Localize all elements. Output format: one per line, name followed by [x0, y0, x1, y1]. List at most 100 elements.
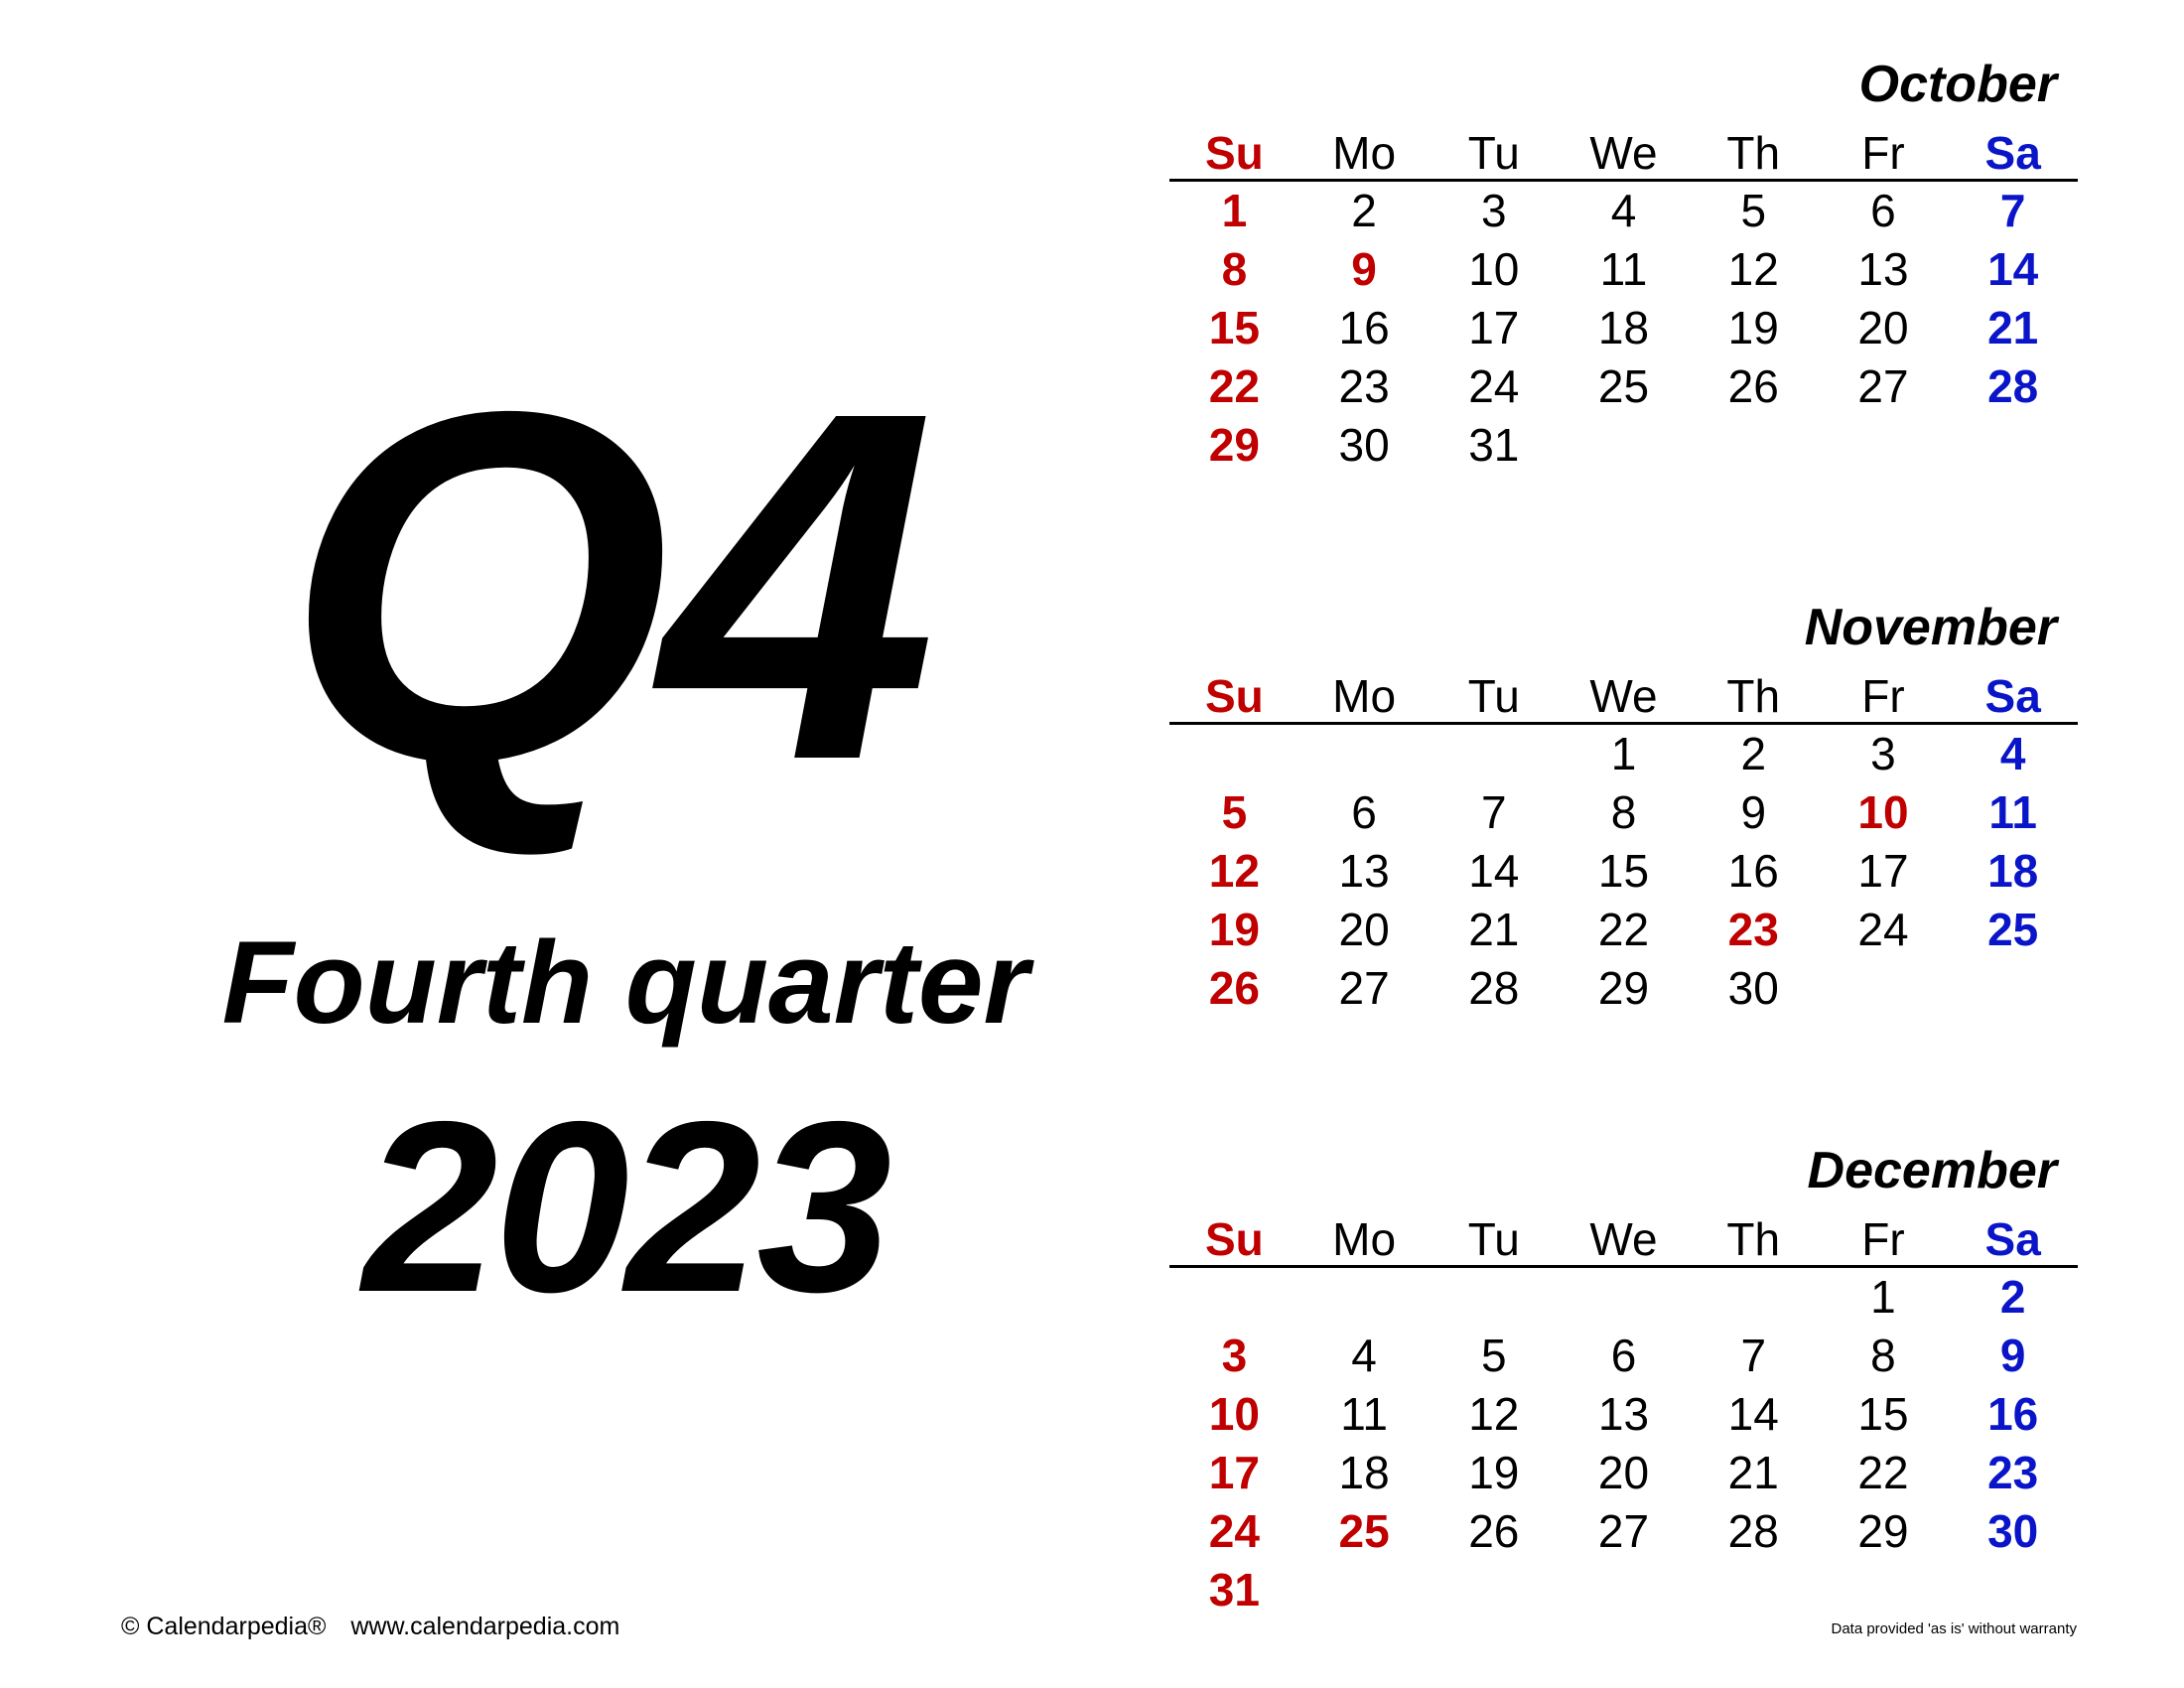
footer-credits: © Calendarpedia® www.calendarpedia.com — [121, 1613, 637, 1641]
day-cell: 15 — [1597, 845, 1650, 897]
day-cell: 28 — [1987, 360, 2039, 412]
weekday-label: Sa — [1984, 127, 2041, 179]
day-cell: 17 — [1857, 845, 1909, 897]
day-cell: 23 — [1727, 904, 1779, 955]
day-cell: 1 — [1610, 728, 1637, 779]
day-cell: 20 — [1597, 1447, 1650, 1498]
day-cell: 18 — [1338, 1447, 1390, 1498]
day-cell: 6 — [1610, 1330, 1637, 1381]
day-cell: 4 — [1999, 728, 2026, 779]
empty-day-cell — [1948, 1561, 2078, 1619]
day-cell: 10 — [1468, 243, 1520, 295]
week-row: 5 6 7 8 9 10 11 — [1169, 783, 2078, 842]
week-row: 15 16 17 18 19 20 21 — [1169, 299, 2078, 357]
empty-day-cell — [1819, 416, 1949, 475]
day-cell: 24 — [1857, 904, 1909, 955]
weekday-label: Fr — [1861, 1213, 1905, 1265]
day-cell: 14 — [1987, 243, 2039, 295]
day-cell: 27 — [1857, 360, 1909, 412]
day-cell: 14 — [1727, 1388, 1779, 1440]
day-cell: 3 — [1221, 1330, 1248, 1381]
day-cell: 11 — [1340, 1388, 1388, 1440]
day-cell: 13 — [1338, 845, 1390, 897]
day-cell: 11 — [1988, 786, 2037, 838]
website-link[interactable]: www.calendarpedia.com — [350, 1613, 620, 1640]
month-title: October — [1858, 56, 2057, 113]
day-cell: 12 — [1208, 845, 1260, 897]
day-cell: 5 — [1481, 1330, 1507, 1381]
day-cell: 31 — [1468, 419, 1520, 471]
month-december: December Su Mo Tu We Th Fr Sa 1 2 3 4 5 6 7 8 9 10 11 12 13 1… — [1169, 1131, 2078, 1619]
day-cell: 9 — [1999, 1330, 2026, 1381]
weekday-label: We — [1589, 127, 1658, 179]
weekday-label: Tu — [1467, 1213, 1520, 1265]
weekday-label: Mo — [1332, 670, 1397, 722]
quarter-code: Q4 — [284, 308, 937, 863]
day-cell: 26 — [1727, 360, 1779, 412]
weekday-label: Sa — [1984, 670, 2041, 722]
day-cell: 16 — [1987, 1388, 2039, 1440]
empty-day-cell — [1948, 959, 2078, 1018]
month-october: October Su Mo Tu We Th Fr Sa 1 2 3 4 5 6 7 8 9 10 11 12 13 14… — [1169, 45, 2078, 475]
day-cell: 22 — [1857, 1447, 1909, 1498]
day-cell: 3 — [1481, 185, 1507, 236]
day-cell: 4 — [1610, 185, 1637, 236]
day-cell: 8 — [1221, 243, 1248, 295]
day-cell: 20 — [1857, 302, 1909, 353]
week-row: 1 2 3 4 — [1169, 725, 2078, 783]
day-cell: 20 — [1338, 904, 1390, 955]
weekday-label: Th — [1726, 1213, 1781, 1265]
day-cell: 19 — [1727, 302, 1779, 353]
day-cell: 11 — [1599, 243, 1648, 295]
empty-day-cell — [1689, 1268, 1819, 1327]
empty-day-cell — [1169, 1268, 1299, 1327]
day-cell: 21 — [1468, 904, 1520, 955]
empty-day-cell — [1559, 1561, 1689, 1619]
day-cell: 30 — [1987, 1505, 2039, 1557]
week-row: 31 — [1169, 1561, 2078, 1619]
empty-day-cell — [1299, 1561, 1430, 1619]
day-cell: 3 — [1870, 728, 1896, 779]
day-cell: 25 — [1987, 904, 2039, 955]
day-cell: 29 — [1857, 1505, 1909, 1557]
day-cell: 23 — [1987, 1447, 2039, 1498]
weekday-label: Fr — [1861, 127, 1905, 179]
weekday-label: Th — [1726, 670, 1781, 722]
day-cell: 13 — [1857, 243, 1909, 295]
day-cell: 9 — [1740, 786, 1767, 838]
day-cell: 31 — [1208, 1564, 1260, 1616]
week-row: 10 11 12 13 14 15 16 — [1169, 1385, 2078, 1444]
day-cell: 14 — [1468, 845, 1520, 897]
day-cell: 6 — [1351, 786, 1377, 838]
week-row: 8 9 10 11 12 13 14 — [1169, 240, 2078, 299]
empty-day-cell — [1689, 1561, 1819, 1619]
empty-day-cell — [1819, 1561, 1949, 1619]
day-cell: 30 — [1338, 419, 1390, 471]
day-cell: 16 — [1338, 302, 1390, 353]
copyright-text: © Calendarpedia® — [121, 1613, 327, 1640]
day-cell: 15 — [1857, 1388, 1909, 1440]
empty-day-cell — [1299, 1268, 1430, 1327]
day-cell: 27 — [1338, 962, 1390, 1014]
weekday-label: Sa — [1984, 1213, 2041, 1265]
weekday-header: Su Mo Tu We Th Fr Sa — [1169, 667, 2078, 725]
day-cell: 28 — [1468, 962, 1520, 1014]
day-cell: 10 — [1857, 786, 1909, 838]
week-row: 19 20 21 22 23 24 25 — [1169, 901, 2078, 959]
day-cell: 29 — [1597, 962, 1650, 1014]
day-cell: 19 — [1468, 1447, 1520, 1498]
day-cell: 12 — [1468, 1388, 1520, 1440]
weekday-label: Su — [1204, 1213, 1264, 1265]
week-row: 26 27 28 29 30 — [1169, 959, 2078, 1018]
day-cell: 7 — [1999, 185, 2026, 236]
day-cell: 1 — [1870, 1271, 1896, 1323]
day-cell: 21 — [1987, 302, 2039, 353]
empty-day-cell — [1429, 1268, 1559, 1327]
week-row: 12 13 14 15 16 17 18 — [1169, 842, 2078, 901]
weekday-label: Fr — [1861, 670, 1905, 722]
day-cell: 25 — [1338, 1505, 1390, 1557]
month-title: November — [1804, 599, 2057, 656]
empty-day-cell — [1429, 1561, 1559, 1619]
week-row: 17 18 19 20 21 22 23 — [1169, 1444, 2078, 1502]
